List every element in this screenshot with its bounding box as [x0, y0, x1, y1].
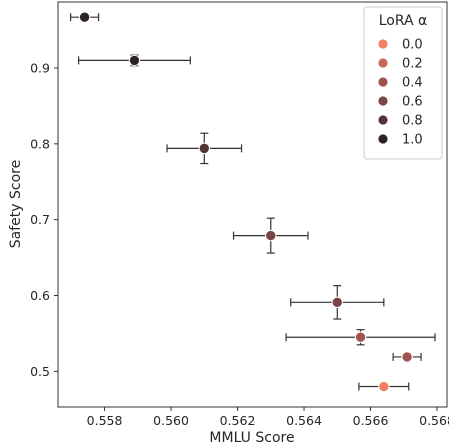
data-point: [78, 11, 91, 23]
legend-items: 0.0 0.2 0.4 0.6 0.8 1.0: [377, 38, 423, 148]
y-axis-ticks: 0.5 0.6 0.7 0.8 0.9: [30, 60, 58, 379]
y-axis-label: Safety Score: [8, 160, 24, 248]
y-tick-label: 0.6: [30, 288, 50, 303]
legend-label: 0.2: [402, 57, 423, 72]
data-point: [265, 229, 277, 242]
x-axis-label: MMLU Score: [209, 430, 294, 446]
x-tick-label: 0.562: [220, 413, 256, 428]
legend-label: 0.6: [402, 95, 423, 110]
x-tick-label: 0.560: [153, 413, 189, 428]
legend: LoRA α 0.0 0.2 0.4 0.6 0.8 1.0: [363, 6, 443, 160]
data-points: [78, 11, 413, 393]
legend-label: 1.0: [402, 133, 423, 148]
x-tick-label: 0.564: [286, 413, 322, 428]
legend-marker: [377, 38, 389, 50]
x-tick-label: 0.568: [419, 413, 449, 428]
data-point: [128, 54, 141, 67]
y-tick-label: 0.7: [30, 212, 50, 227]
data-point: [401, 351, 413, 363]
legend-label: 0.8: [402, 114, 423, 129]
data-point: [354, 331, 367, 343]
legend-marker: [377, 76, 389, 88]
y-tick-label: 0.5: [30, 364, 50, 379]
data-point: [198, 142, 210, 155]
legend-marker: [377, 133, 389, 145]
legend-marker: [377, 57, 389, 69]
x-tick-label: 0.558: [87, 413, 123, 428]
legend-label: 0.4: [402, 76, 423, 91]
y-tick-label: 0.8: [30, 136, 50, 151]
data-point: [331, 296, 343, 309]
x-tick-label: 0.566: [353, 413, 389, 428]
y-tick-label: 0.9: [30, 60, 50, 75]
legend-marker: [377, 95, 389, 107]
data-point: [378, 380, 390, 393]
legend-label: 0.0: [402, 38, 423, 53]
legend-title: LoRA α: [379, 13, 428, 29]
x-axis-ticks: 0.558 0.560 0.562 0.564 0.566 0.568: [87, 407, 449, 428]
legend-marker: [377, 114, 389, 126]
